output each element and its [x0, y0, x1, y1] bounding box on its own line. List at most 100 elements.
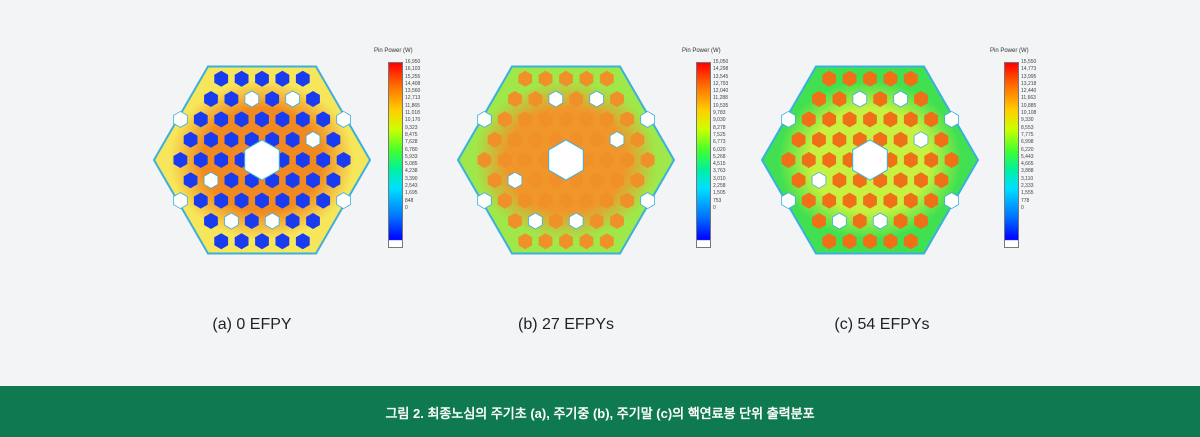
- fuel-assembly-cell: [914, 172, 928, 189]
- fuel-assembly-cell: [863, 111, 877, 128]
- legend-tick-label: 778: [1021, 197, 1030, 204]
- fuel-assembly-cell: [579, 70, 594, 87]
- fuel-assembly-cell: [193, 152, 208, 168]
- fuel-assembly-cell: [832, 172, 847, 189]
- core-center-hole: [852, 139, 888, 181]
- water-hole-cell: [264, 212, 280, 230]
- fuel-assembly-cell: [193, 192, 208, 209]
- fuel-assembly-cell: [599, 152, 614, 168]
- fuel-assembly-cell: [842, 70, 857, 87]
- legend-tick-label: 6,998: [1021, 139, 1034, 146]
- water-hole-cell: [477, 192, 492, 210]
- fuel-assembly-cell: [579, 192, 594, 209]
- figure-caption: 그림 2. 최종노심의 주기초 (a), 주기중 (b), 주기말 (c)의 핵…: [385, 406, 815, 421]
- fuel-assembly-cell: [822, 233, 837, 250]
- fuel-assembly-cell: [214, 70, 229, 87]
- legend-tick-label: 10,885: [1021, 102, 1037, 109]
- legend-tick-label: 3,010: [713, 175, 726, 182]
- fuel-assembly-cell: [497, 111, 512, 128]
- fuel-assembly-cell: [234, 233, 249, 250]
- legend-tick-label: 5,443: [1021, 153, 1034, 160]
- legend-tick-label: 4,665: [1021, 161, 1034, 168]
- fuel-assembly-cell: [487, 172, 502, 189]
- legend-tick-label: 6,773: [713, 139, 726, 146]
- fuel-assembly-cell: [244, 213, 259, 229]
- fuel-assembly-cell: [822, 70, 837, 87]
- fuel-assembly-cell: [204, 213, 218, 229]
- legend-tick-label: 10,170: [405, 117, 421, 124]
- water-hole-cell: [781, 110, 796, 128]
- fuel-assembly-cell: [569, 91, 584, 107]
- fuel-assembly-cell: [224, 91, 239, 107]
- fuel-assembly-cell: [852, 213, 867, 229]
- fuel-assembly-cell: [518, 111, 533, 128]
- water-hole-cell: [336, 192, 351, 210]
- fuel-assembly-cell: [275, 111, 290, 128]
- legend-title: Pin Power (W): [990, 48, 1029, 54]
- water-hole-cell: [507, 171, 523, 189]
- fuel-assembly-cell: [528, 172, 543, 189]
- fuel-assembly-cell: [842, 111, 857, 128]
- fuel-assembly-cell: [812, 213, 826, 229]
- fuel-assembly-cell: [204, 91, 218, 107]
- legend-tick-label: 0: [713, 204, 716, 211]
- fuel-assembly-cell: [336, 152, 351, 168]
- legend-tick-label: 9,030: [713, 117, 726, 124]
- fuel-assembly-cell: [173, 152, 188, 168]
- legend-tick-label: 1,695: [405, 190, 418, 197]
- color-scale-bar: [388, 62, 403, 248]
- legend-title: Pin Power (W): [374, 48, 413, 54]
- legend-tick-label: 10,535: [713, 102, 729, 109]
- fuel-assembly-cell: [214, 192, 229, 209]
- fuel-assembly-cell: [883, 233, 898, 250]
- water-hole-cell: [832, 212, 847, 230]
- caption-b: (b) 27 EFPYs: [517, 316, 615, 333]
- legend-tick-label: 16,950: [405, 59, 421, 65]
- legend-tick-label: 3,110: [1021, 175, 1034, 182]
- fuel-assembly-cell: [599, 233, 614, 250]
- water-hole-cell: [203, 171, 219, 189]
- fuel-assembly-cell: [295, 70, 310, 87]
- legend-tick-label: 8,553: [1021, 124, 1034, 131]
- fuel-assembly-cell: [791, 172, 806, 189]
- legend-tick-label: 2,333: [1021, 183, 1034, 190]
- fuel-assembly-cell: [518, 152, 533, 168]
- fuel-assembly-cell: [589, 131, 604, 148]
- core-map-panel-c: Pin Power (W) 15,550 14,773 13,995 13,218 12…: [760, 40, 1140, 280]
- fuel-assembly-cell: [599, 70, 614, 87]
- water-hole-cell: [944, 110, 959, 128]
- fuel-assembly-cell: [801, 111, 816, 128]
- legend-tick-label: 2,543: [405, 183, 418, 190]
- fuel-assembly-cell: [306, 213, 320, 229]
- fuel-assembly-cell: [214, 152, 229, 168]
- water-hole-cell: [872, 212, 888, 230]
- fuel-assembly-cell: [234, 111, 249, 128]
- fuel-assembly-cell: [640, 152, 655, 168]
- water-hole-cell: [781, 192, 796, 210]
- fuel-assembly-cell: [893, 172, 908, 189]
- fuel-assembly-cell: [214, 111, 229, 128]
- water-hole-cell: [548, 90, 564, 108]
- legend-tick-label: 11,865: [405, 102, 420, 109]
- fuel-assembly-cell: [903, 152, 918, 168]
- legend-tick-label: 1,505: [713, 190, 726, 197]
- fuel-assembly-cell: [559, 111, 573, 128]
- legend-tick-label: 11,018: [405, 110, 420, 117]
- legend-tick-label: 7,628: [405, 139, 418, 146]
- fuel-assembly-cell: [801, 192, 816, 209]
- fuel-assembly-cell: [295, 152, 310, 168]
- fuel-assembly-cell: [518, 233, 533, 250]
- legend-tick-label: 6,780: [405, 146, 418, 153]
- fuel-assembly-cell: [316, 192, 331, 209]
- fuel-assembly-cell: [589, 213, 604, 229]
- fuel-assembly-cell: [832, 131, 847, 148]
- fuel-assembly-cell: [518, 192, 533, 209]
- legend-tick-label: 9,323: [405, 124, 418, 131]
- fuel-assembly-cell: [579, 111, 594, 128]
- fuel-assembly-cell: [295, 233, 310, 250]
- fuel-assembly-cell: [306, 91, 320, 107]
- fuel-assembly-cell: [873, 91, 888, 107]
- water-hole-cell: [244, 90, 260, 108]
- fuel-assembly-cell: [893, 213, 908, 229]
- fuel-assembly-cell: [924, 111, 939, 128]
